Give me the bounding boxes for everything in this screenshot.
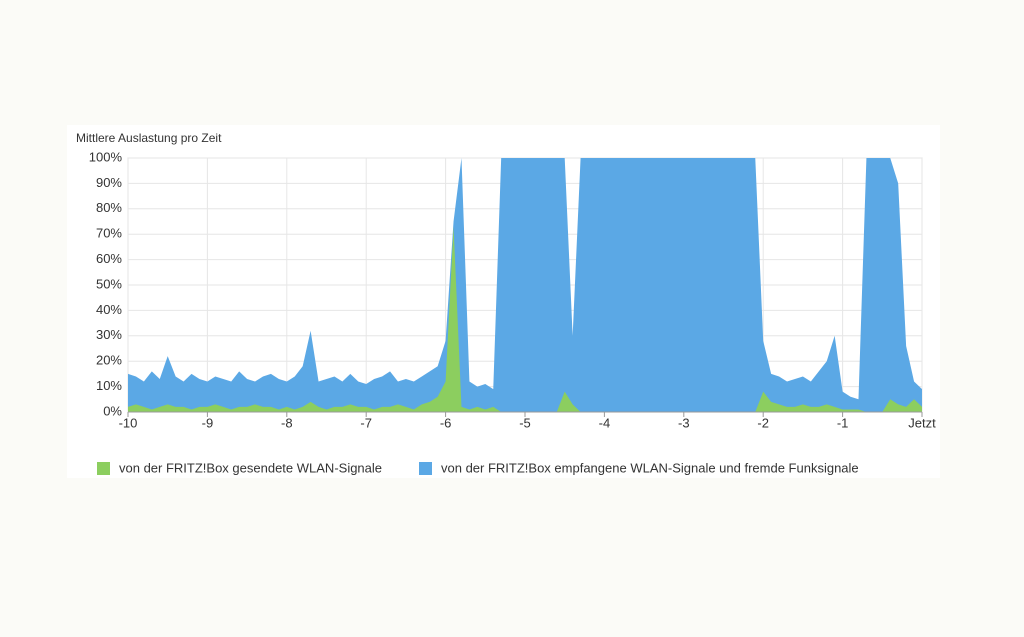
x-tick-label: -9	[202, 415, 214, 430]
y-tick-label: 90%	[96, 175, 122, 190]
y-tick-label: 70%	[96, 226, 122, 241]
legend-label: von der FRITZ!Box gesendete WLAN-Signale	[119, 460, 382, 475]
x-tick-label: -8	[281, 415, 293, 430]
x-tick-label: -2	[757, 415, 769, 430]
x-tick-label: -5	[519, 415, 531, 430]
x-tick-label: -1	[837, 415, 849, 430]
x-tick-label: -10	[119, 415, 138, 430]
y-tick-label: 10%	[96, 378, 122, 393]
area	[128, 158, 922, 412]
legend-swatch	[97, 462, 110, 475]
x-tick-label: -3	[678, 415, 690, 430]
x-tick-label: -6	[440, 415, 452, 430]
chart-title: Mittlere Auslastung pro Zeit	[76, 131, 222, 145]
legend-swatch	[419, 462, 432, 475]
y-tick-label: 30%	[96, 327, 122, 342]
y-tick-label: 20%	[96, 353, 122, 368]
y-tick-label: 50%	[96, 276, 122, 291]
y-tick-label: 0%	[103, 403, 122, 418]
x-tick-label: Jetzt	[908, 415, 936, 430]
y-tick-label: 40%	[96, 302, 122, 317]
x-tick-label: -7	[360, 415, 372, 430]
y-tick-label: 80%	[96, 200, 122, 215]
y-tick-label: 100%	[89, 149, 123, 164]
y-tick-label: 60%	[96, 251, 122, 266]
legend-label: von der FRITZ!Box empfangene WLAN-Signal…	[441, 460, 859, 475]
x-tick-label: -4	[599, 415, 611, 430]
